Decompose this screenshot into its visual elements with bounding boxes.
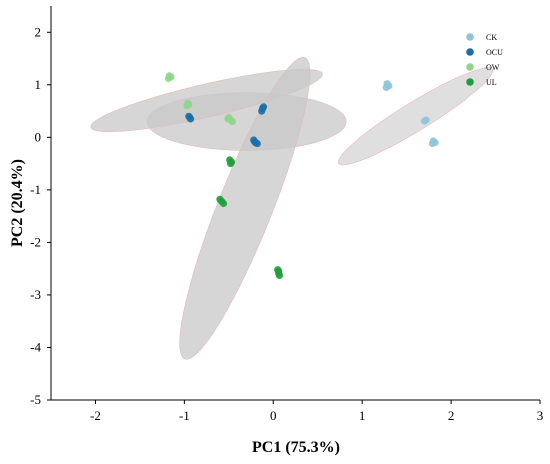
- tick-labels: -2 -1 0 1 2 3 2 1 0 -1 -2 -3 -4 -5: [30, 24, 543, 423]
- y-tick-label: -3: [30, 287, 41, 302]
- point-ck: [420, 117, 428, 125]
- y-tick-label: 2: [35, 24, 42, 39]
- x-tick-label: 1: [359, 408, 366, 423]
- x-tick-label: 0: [270, 408, 277, 423]
- x-tick-label: 3: [537, 408, 544, 423]
- legend: CK OCU OW UL: [466, 33, 503, 87]
- legend-marker-ul: [466, 78, 474, 86]
- legend-marker-ow: [466, 63, 474, 71]
- y-tick-label: -5: [30, 392, 41, 407]
- x-axis-title: PC1 (75.3%): [252, 439, 340, 456]
- point-ocu: [251, 137, 259, 146]
- y-tick-label: -2: [30, 234, 41, 249]
- point-ocu: [185, 112, 193, 120]
- legend-label-ow: OW: [486, 63, 500, 72]
- point-ck: [382, 83, 390, 91]
- y-tick-label: -4: [30, 339, 41, 354]
- y-axis-title: PC2 (20.4%): [9, 159, 26, 247]
- y-tick-label: 0: [35, 129, 42, 144]
- ellipse-ul: [179, 56, 311, 360]
- x-tick-label: -1: [179, 408, 190, 423]
- legend-label-ocu: OCU: [486, 48, 503, 57]
- data-points: [164, 72, 439, 280]
- legend-label-ck: CK: [486, 33, 497, 42]
- point-ul: [219, 199, 228, 208]
- point-ul: [275, 267, 283, 275]
- legend-label-ul: UL: [486, 78, 497, 87]
- point-ocu: [259, 103, 268, 111]
- y-tick-label: -1: [30, 182, 41, 197]
- point-ck: [428, 140, 436, 148]
- x-tick-label: 2: [448, 408, 455, 423]
- axes: [50, 6, 540, 401]
- legend-marker-ocu: [466, 48, 474, 56]
- point-ow: [164, 74, 172, 83]
- point-ow: [224, 115, 232, 123]
- point-ow: [183, 102, 191, 110]
- x-tick-label: -2: [90, 408, 101, 423]
- y-tick-label: 1: [35, 77, 42, 92]
- point-ul: [227, 160, 235, 168]
- legend-marker-ck: [466, 33, 474, 41]
- ellipse-ck: [338, 67, 494, 166]
- confidence-ellipses: [90, 56, 494, 360]
